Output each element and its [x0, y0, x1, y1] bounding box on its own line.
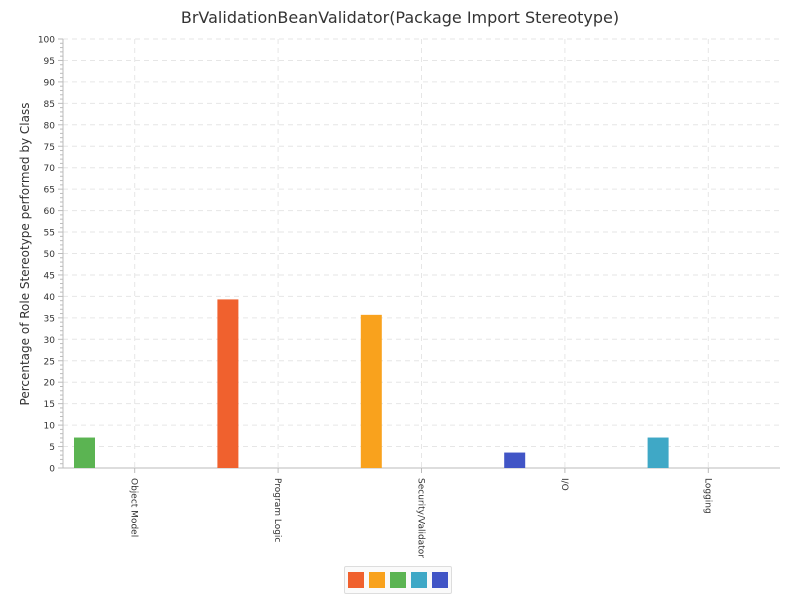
y-tick-label: 40: [44, 293, 56, 303]
bar: [74, 438, 95, 468]
legend-swatch: [432, 572, 448, 588]
bar: [361, 315, 382, 468]
bar: [504, 453, 525, 468]
y-tick-label: 65: [44, 186, 55, 196]
y-tick-label: 55: [44, 229, 55, 239]
y-tick-label: 70: [44, 164, 56, 174]
legend-swatch: [390, 572, 406, 588]
y-tick-label: 20: [44, 379, 56, 389]
y-tick-label: 0: [49, 465, 55, 475]
legend-swatch: [369, 572, 385, 588]
y-tick-label: 85: [44, 100, 55, 110]
y-tick-label: 75: [44, 143, 55, 153]
y-tick-label: 35: [44, 314, 55, 324]
y-tick-label: 25: [44, 357, 55, 367]
x-tick-label: Security/Validator: [416, 478, 426, 558]
y-tick-label: 60: [44, 207, 56, 217]
bar: [648, 438, 669, 468]
y-tick-label: 30: [44, 336, 56, 346]
x-tick-label: I/O: [559, 478, 569, 491]
y-tick-label: 100: [38, 36, 55, 46]
y-tick-label: 10: [44, 422, 56, 432]
chart-legend: [344, 566, 452, 594]
x-tick-label: Program Logic: [272, 478, 282, 542]
y-tick-label: 15: [44, 400, 55, 410]
x-tick-label: Logging: [702, 478, 712, 514]
y-tick-label: 50: [44, 250, 56, 260]
x-tick-label: Object Model: [129, 478, 139, 537]
y-tick-label: 45: [44, 271, 55, 281]
y-tick-label: 80: [44, 121, 56, 131]
y-tick-label: 90: [44, 78, 56, 88]
y-tick-label: 95: [44, 57, 55, 67]
legend-swatch: [411, 572, 427, 588]
legend-swatch: [348, 572, 364, 588]
bar: [217, 299, 238, 468]
y-tick-label: 5: [49, 443, 55, 453]
